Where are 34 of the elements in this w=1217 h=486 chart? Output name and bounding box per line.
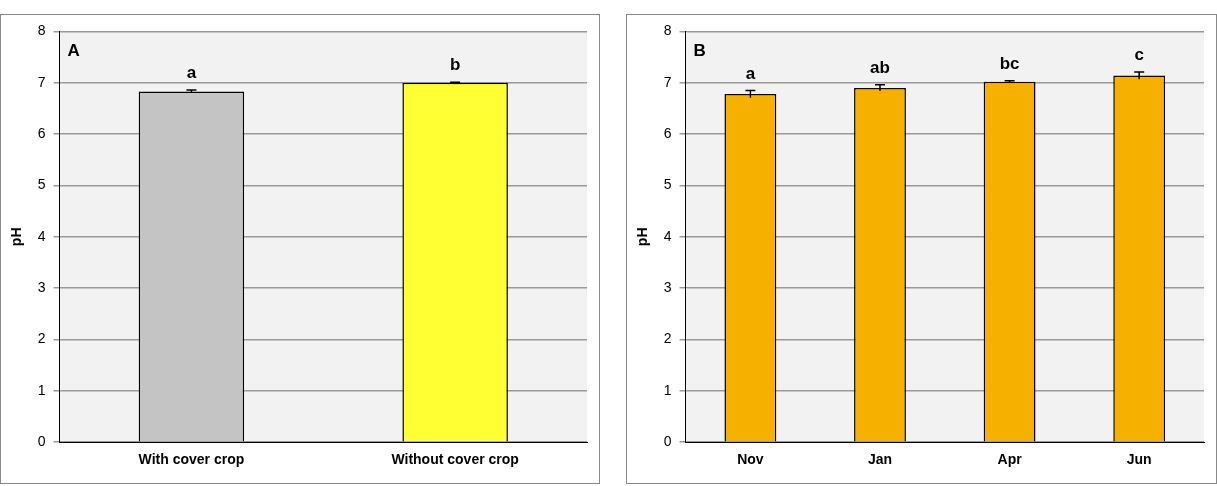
annotation: a: [745, 63, 756, 83]
y-tick-label: 3: [37, 279, 46, 296]
y-tick-label: 5: [37, 176, 46, 193]
y-tick-label: 8: [663, 22, 672, 39]
text: B: [693, 41, 706, 61]
y-tick-label: 2: [37, 330, 46, 347]
y-tick-label: 6: [663, 124, 672, 141]
y-axis-title: pH: [8, 227, 25, 247]
y-tick-label: 4: [663, 227, 672, 244]
y-tick-label: 7: [663, 73, 672, 90]
annotation: a: [186, 63, 197, 83]
x-tick-label: Jun: [1126, 451, 1152, 468]
y-axis-title: pH: [634, 227, 651, 247]
y-tick-label: 7: [37, 73, 46, 90]
y-tick-label: 1: [663, 381, 672, 398]
text: A: [67, 41, 80, 61]
annotation: b: [449, 55, 461, 75]
y-tick-label: 1: [37, 381, 46, 398]
annotation: ab: [870, 57, 890, 77]
y-tick-label: 8: [37, 22, 46, 39]
y-tick-label: 0: [663, 433, 672, 450]
y-tick-label: 3: [663, 279, 672, 296]
y-tick-label: 4: [37, 227, 46, 244]
y-tick-label: 0: [37, 433, 46, 450]
x-tick-label: Apr: [997, 451, 1023, 468]
y-tick-label: 2: [663, 330, 672, 347]
y-tick-label: 5: [663, 176, 672, 193]
annotation: bc: [999, 53, 1020, 73]
y-tick-label: 6: [37, 124, 46, 141]
annotation: c: [1134, 45, 1144, 65]
x-tick-label: Nov: [737, 451, 764, 468]
x-tick-label: Jan: [867, 451, 893, 468]
x-tick-label: Without cover crop: [391, 451, 519, 468]
x-tick-label: With cover crop: [138, 451, 245, 468]
